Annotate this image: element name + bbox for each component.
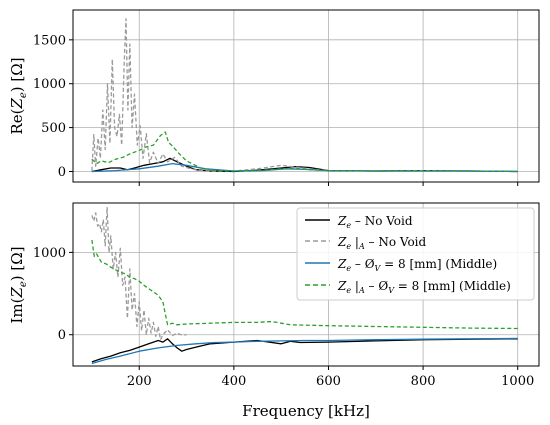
legend-label-no-void-ze-a: Ze |A – No Void (337, 235, 427, 251)
x-axis-label: Frequency [kHz] (242, 402, 370, 420)
top-plot-area (73, 10, 539, 182)
top-series-line-no-void-ze-a (91, 18, 518, 173)
legend-entry-no-void-ze-a: Ze |A – No Void (305, 235, 427, 251)
bottom-ticks: 200 400 600 800 1000 0 1000 (33, 246, 534, 389)
legend-entry-void-ze-a: Ze |A – ØV = 8 [mm] (Middle) (305, 279, 511, 295)
x-tick-label: 600 (316, 374, 341, 389)
bottom-series-group (91, 206, 518, 365)
top-y-tick-label: 500 (41, 121, 66, 136)
bot-series-line-void-ze-a (91, 239, 518, 330)
top-y-axis-label: Re(Ze) [Ω] (8, 57, 29, 134)
top-y-tick-label: 0 (58, 165, 66, 180)
legend-label-void-ze-a: Ze |A – ØV = 8 [mm] (Middle) (337, 279, 511, 295)
top-series-group (91, 18, 518, 173)
bot-series-line-void-ze (91, 337, 518, 365)
bottom-y-axis-label: Im(Ze) [Ω] (8, 246, 29, 323)
top-y-tick-label: 1000 (33, 77, 66, 92)
top-plot-frame (72, 9, 540, 183)
bottom-panel: 200 400 600 800 1000 0 1000 Im(Ze) [Ω] Frequen… (8, 202, 540, 420)
top-series-line-void-ze-a (91, 131, 518, 173)
x-tick-label: 800 (411, 374, 436, 389)
top-ticks: 0 500 1000 1500 (33, 33, 519, 186)
bot-y-tick-label: 0 (58, 328, 66, 343)
legend-box (296, 207, 535, 301)
x-tick-label: 200 (127, 374, 152, 389)
x-tick-label: 400 (221, 374, 246, 389)
bottom-plot-frame (72, 202, 540, 367)
legend-entry-no-void-ze: Ze – No Void (305, 214, 413, 230)
x-tick-label: 1000 (501, 374, 534, 389)
legend: Ze – No Void Ze |A – No Void Ze – ØV = 8… (296, 207, 535, 301)
bot-series-line-no-void-ze-a (91, 206, 187, 341)
bot-y-tick-label: 1000 (33, 246, 66, 261)
legend-label-void-ze: Ze – ØV = 8 [mm] (Middle) (337, 257, 497, 273)
legend-label-no-void-ze: Ze – No Void (337, 214, 413, 230)
top-panel: 0 500 1000 1500 Re(Ze) [Ω] (8, 9, 540, 186)
legend-entry-void-ze: Ze – ØV = 8 [mm] (Middle) (305, 257, 497, 273)
top-y-tick-label: 1500 (33, 33, 66, 48)
bot-series-line-no-void-ze (91, 338, 518, 363)
